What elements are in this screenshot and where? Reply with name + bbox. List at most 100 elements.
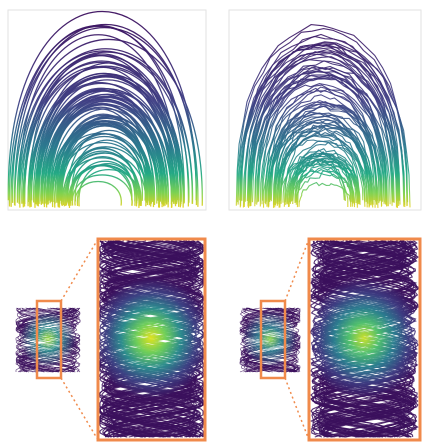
line <box>239 53 399 201</box>
line <box>274 139 364 201</box>
line <box>322 240 418 438</box>
zoom-connector <box>284 377 310 441</box>
line <box>19 307 78 373</box>
line <box>71 164 133 201</box>
zoom-box <box>35 299 63 380</box>
line <box>15 307 74 372</box>
line <box>103 240 198 438</box>
line <box>312 240 408 438</box>
helix-lines <box>15 240 419 438</box>
line <box>262 101 382 201</box>
line <box>240 44 398 202</box>
line <box>18 307 77 373</box>
line <box>57 120 160 208</box>
zoom-box <box>307 237 422 442</box>
line <box>99 240 193 438</box>
line <box>242 307 298 373</box>
line <box>74 181 122 206</box>
line <box>256 77 387 205</box>
line <box>292 159 346 201</box>
line <box>71 174 133 206</box>
line <box>65 150 140 206</box>
panel-frame <box>228 9 422 211</box>
line <box>23 66 173 207</box>
line <box>295 172 356 205</box>
line <box>324 240 419 438</box>
line <box>43 99 168 205</box>
field-lines <box>235 24 411 208</box>
line <box>295 170 352 202</box>
zoom-connector <box>60 377 99 441</box>
line <box>274 115 368 208</box>
line <box>101 240 197 438</box>
line <box>249 66 400 201</box>
line <box>35 96 173 205</box>
line <box>318 240 414 438</box>
line <box>246 307 301 373</box>
line <box>269 94 375 201</box>
line <box>310 240 407 438</box>
line <box>107 240 203 438</box>
zoom-box <box>96 237 207 442</box>
line <box>17 307 77 373</box>
line <box>292 168 345 201</box>
line <box>16 50 190 203</box>
line <box>99 240 192 438</box>
line <box>16 307 75 373</box>
line <box>276 118 371 206</box>
line <box>13 23 198 206</box>
zoom-connector <box>284 238 310 302</box>
line <box>323 240 418 438</box>
line <box>237 28 409 203</box>
line <box>67 148 138 201</box>
zoom-connector <box>60 238 99 302</box>
line <box>14 38 203 206</box>
line <box>298 181 352 207</box>
line <box>275 134 369 204</box>
line <box>105 240 200 438</box>
line <box>51 121 154 202</box>
line <box>106 240 202 438</box>
field-lines <box>7 11 203 208</box>
line <box>247 70 391 205</box>
line <box>268 112 383 202</box>
zoom-box <box>259 299 287 380</box>
line <box>62 146 149 206</box>
line <box>76 169 142 206</box>
line <box>318 240 415 438</box>
line <box>318 240 414 438</box>
line <box>103 240 199 438</box>
line <box>289 154 360 204</box>
line <box>105 240 201 438</box>
line <box>240 307 296 373</box>
line <box>27 65 185 203</box>
line <box>242 307 299 373</box>
line <box>258 83 381 202</box>
line <box>239 307 295 373</box>
line <box>266 100 383 207</box>
line <box>7 11 197 201</box>
line <box>320 240 417 438</box>
line <box>279 131 366 201</box>
line <box>242 59 398 208</box>
line <box>100 240 195 438</box>
line <box>17 307 76 373</box>
line <box>292 141 360 205</box>
line <box>42 103 168 204</box>
line <box>318 240 415 438</box>
line <box>8 25 190 207</box>
line <box>49 123 152 204</box>
line <box>37 79 178 205</box>
line <box>46 106 156 205</box>
line <box>46 93 169 203</box>
line <box>30 75 180 207</box>
line <box>239 43 400 201</box>
line <box>58 116 162 201</box>
panel-frame <box>7 9 207 211</box>
line <box>37 75 174 202</box>
line <box>21 51 193 204</box>
line <box>71 139 143 201</box>
line <box>23 54 175 203</box>
